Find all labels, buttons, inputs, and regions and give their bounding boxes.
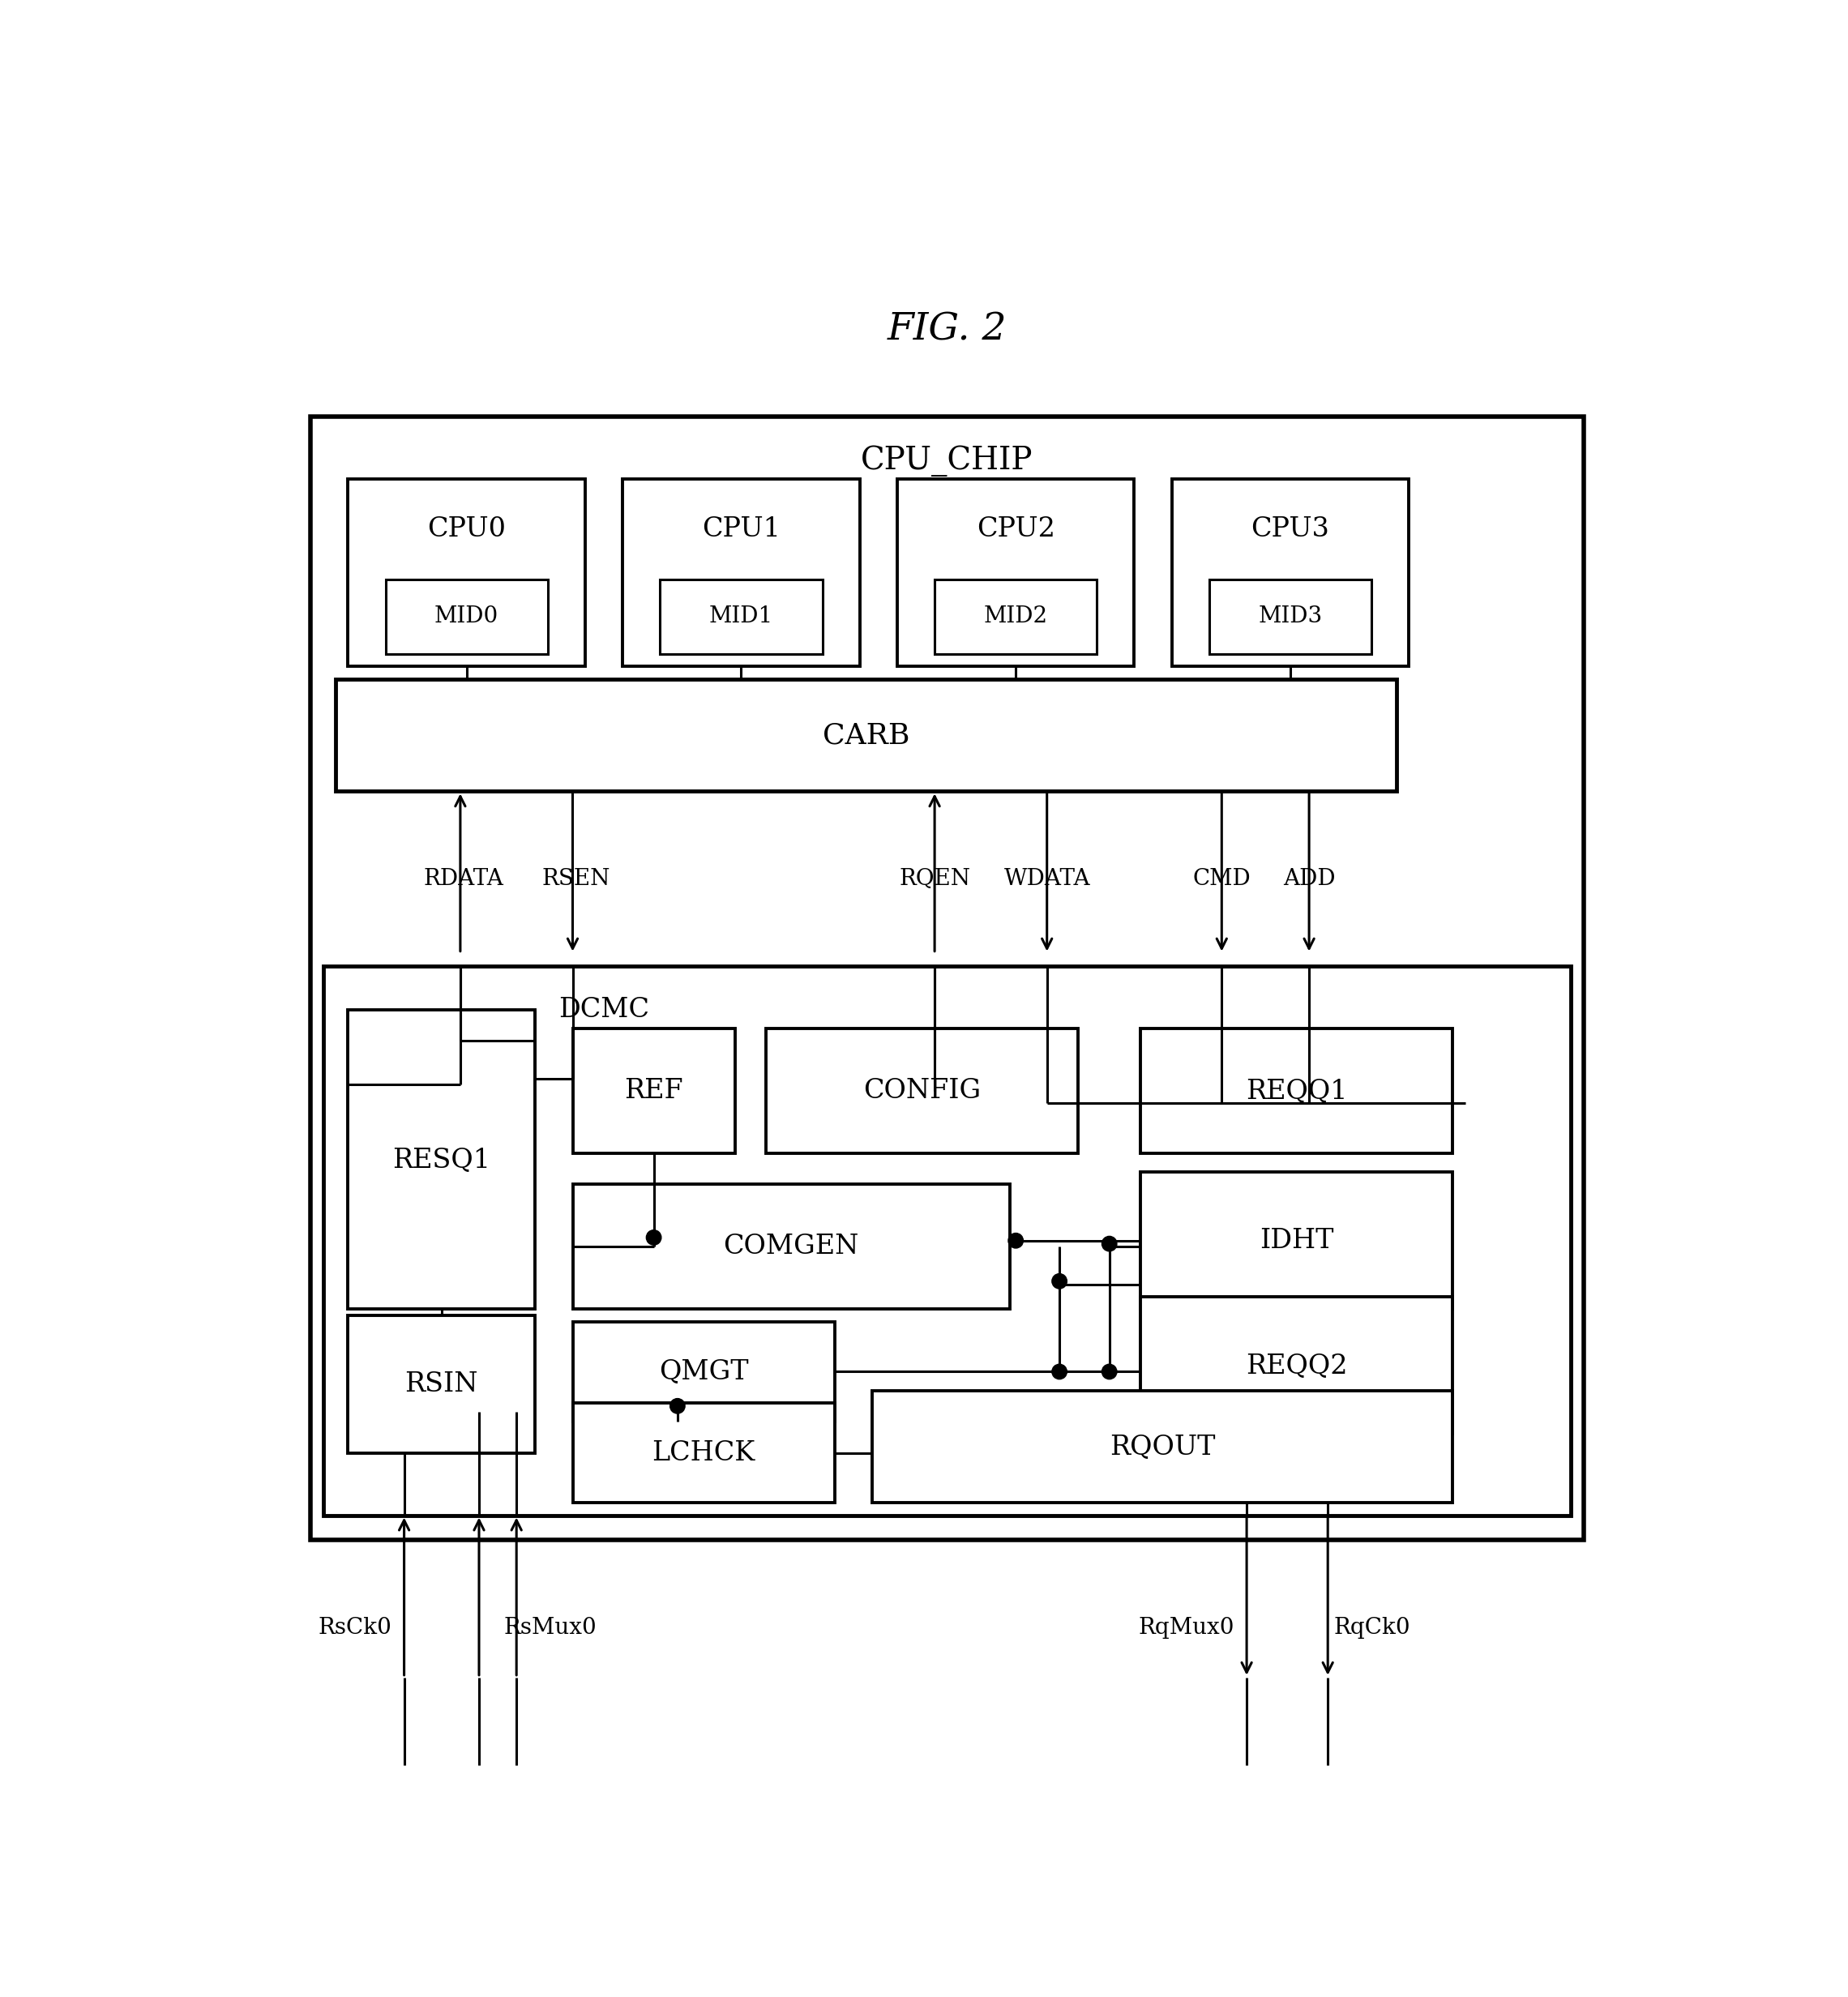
Bar xyxy=(623,479,859,667)
Circle shape xyxy=(1052,1364,1066,1380)
Text: IDHT: IDHT xyxy=(1260,1228,1334,1254)
Text: CONFIG: CONFIG xyxy=(863,1078,981,1104)
Text: LCHCK: LCHCK xyxy=(652,1440,756,1466)
Bar xyxy=(1140,1028,1453,1154)
Circle shape xyxy=(1052,1274,1066,1288)
Text: WDATA: WDATA xyxy=(1003,869,1090,889)
Text: MID2: MID2 xyxy=(983,605,1048,627)
Text: CPU1: CPU1 xyxy=(702,517,780,541)
Bar xyxy=(660,579,822,655)
Text: CMD: CMD xyxy=(1192,869,1251,889)
Circle shape xyxy=(1101,1236,1116,1252)
Bar xyxy=(935,579,1098,655)
Text: RSIN: RSIN xyxy=(405,1372,479,1398)
Text: MID3: MID3 xyxy=(1258,605,1323,627)
Text: RsMux0: RsMux0 xyxy=(505,1618,597,1638)
Bar xyxy=(573,1402,835,1504)
Bar xyxy=(573,1322,835,1422)
Bar xyxy=(896,479,1135,667)
Text: MID0: MID0 xyxy=(434,605,499,627)
Text: RDATA: RDATA xyxy=(423,869,503,889)
Bar xyxy=(310,417,1584,1540)
Bar xyxy=(573,1184,1009,1310)
Text: RQOUT: RQOUT xyxy=(1109,1434,1216,1460)
Text: REQQ1: REQQ1 xyxy=(1246,1078,1347,1104)
Text: REF: REF xyxy=(625,1078,684,1104)
Bar xyxy=(872,1390,1453,1504)
Bar xyxy=(1140,1296,1453,1434)
Circle shape xyxy=(671,1398,686,1414)
Bar xyxy=(767,1028,1077,1154)
Circle shape xyxy=(1101,1364,1116,1380)
Text: CPU2: CPU2 xyxy=(976,517,1055,541)
Circle shape xyxy=(647,1230,662,1244)
Text: RSEN: RSEN xyxy=(541,869,610,889)
Bar xyxy=(386,579,547,655)
Bar xyxy=(1140,1172,1453,1310)
Text: CPU0: CPU0 xyxy=(427,517,506,541)
Text: DCMC: DCMC xyxy=(558,997,649,1022)
Text: COMGEN: COMGEN xyxy=(723,1234,859,1260)
Text: QMGT: QMGT xyxy=(660,1358,748,1384)
Bar xyxy=(1172,479,1408,667)
Bar xyxy=(573,1028,736,1154)
Text: ADD: ADD xyxy=(1283,869,1336,889)
Bar xyxy=(347,1010,536,1310)
Text: RESQ1: RESQ1 xyxy=(392,1146,490,1172)
Circle shape xyxy=(1009,1232,1024,1248)
Text: RqCk0: RqCk0 xyxy=(1334,1618,1410,1638)
Bar xyxy=(347,479,586,667)
Text: CPU_CHIP: CPU_CHIP xyxy=(861,445,1033,475)
Bar xyxy=(1209,579,1371,655)
Text: RQEN: RQEN xyxy=(898,869,970,889)
Text: RqMux0: RqMux0 xyxy=(1138,1618,1234,1638)
Text: RsCk0: RsCk0 xyxy=(318,1618,392,1638)
Bar xyxy=(323,967,1571,1516)
Text: CPU3: CPU3 xyxy=(1251,517,1329,541)
Text: CARB: CARB xyxy=(822,721,909,749)
Bar xyxy=(336,679,1397,791)
Text: REQQ2: REQQ2 xyxy=(1246,1352,1347,1378)
Text: MID1: MID1 xyxy=(710,605,772,627)
Bar xyxy=(347,1316,536,1454)
Text: FIG. 2: FIG. 2 xyxy=(887,312,1007,347)
